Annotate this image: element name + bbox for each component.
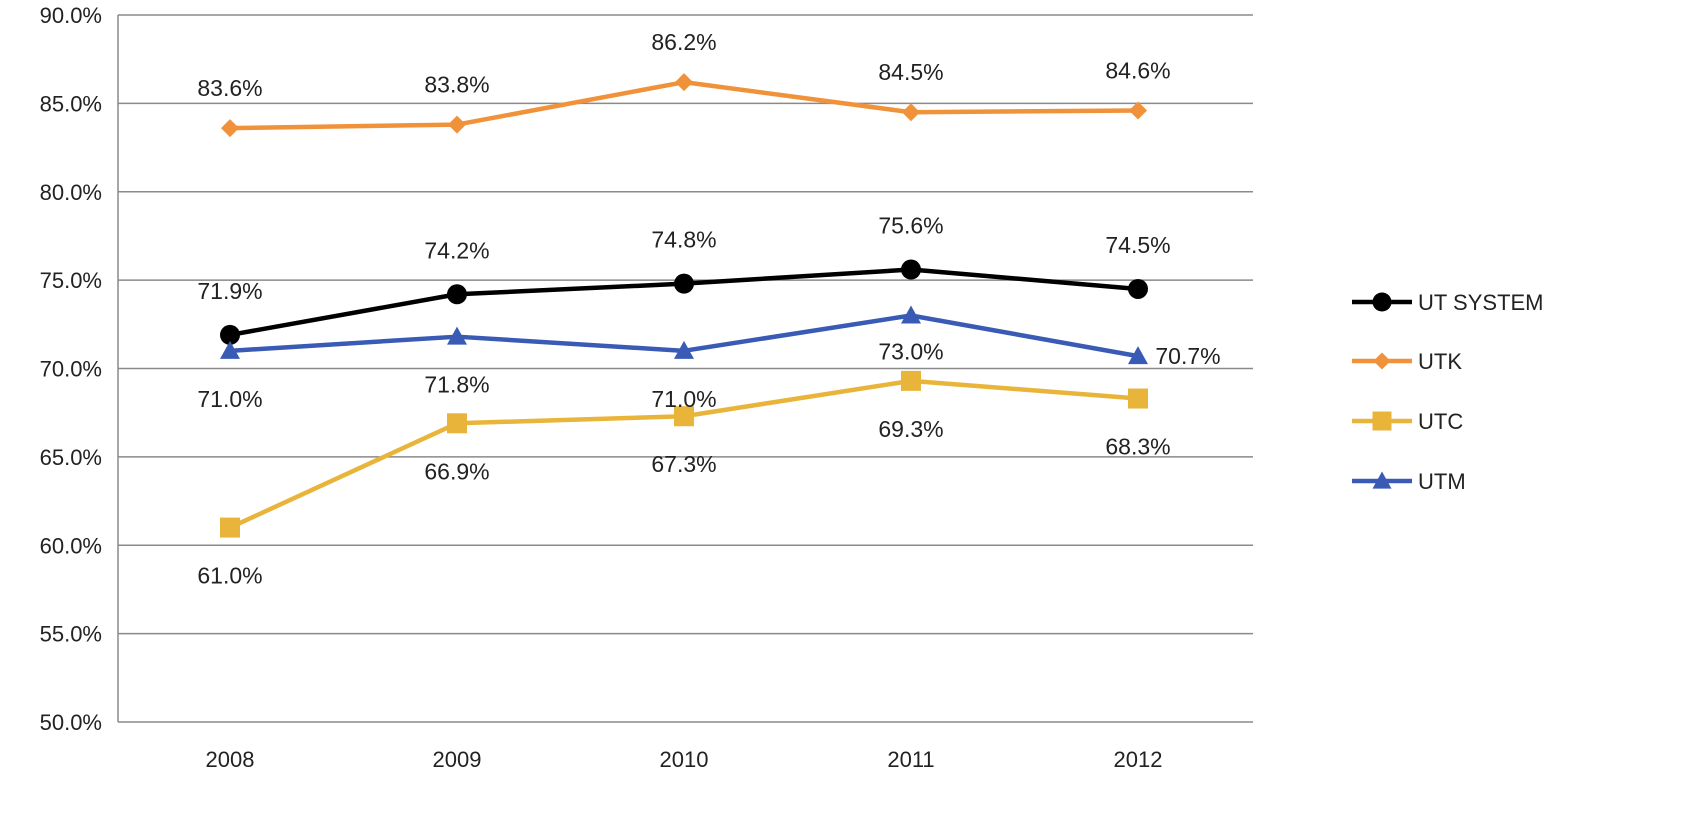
data-point-utm bbox=[447, 326, 467, 345]
data-point-utm bbox=[674, 340, 694, 359]
data-label-utc: 68.3% bbox=[1105, 434, 1170, 460]
data-point-utm bbox=[901, 305, 921, 324]
y-tick-label: 85.0% bbox=[40, 91, 102, 116]
data-point-utk bbox=[448, 115, 466, 134]
data-label-utc: 61.0% bbox=[197, 563, 262, 589]
data-labels: 71.9% 74.2% 74.8% 75.6% 74.5% 83.6% 83.8% 86.2%… bbox=[197, 29, 1220, 588]
data-point-utk bbox=[1129, 101, 1147, 120]
legend-label: UT SYSTEM bbox=[1418, 290, 1544, 315]
data-point-ut-system bbox=[1128, 278, 1148, 299]
data-point-utc bbox=[1128, 388, 1148, 409]
legend-marker bbox=[1372, 471, 1392, 489]
data-label-utc: 67.3% bbox=[651, 451, 716, 477]
x-tick-label: 2012 bbox=[1114, 747, 1163, 772]
data-label-ut-system: 75.6% bbox=[878, 213, 943, 239]
y-tick-label: 80.0% bbox=[40, 180, 102, 205]
data-point-ut-system bbox=[901, 259, 921, 280]
legend-item-utm: UTM bbox=[1352, 469, 1466, 494]
data-label-utc: 66.9% bbox=[424, 458, 489, 484]
data-label-utm: 73.0% bbox=[878, 338, 943, 364]
data-point-utc bbox=[220, 517, 240, 538]
axes: 50.0% 55.0% 60.0% 65.0% 70.0% 75.0% 80.0% 85.0%… bbox=[40, 3, 1163, 772]
data-label-ut-system: 74.8% bbox=[651, 227, 716, 253]
y-tick-label: 65.0% bbox=[40, 445, 102, 470]
data-label-utk: 83.6% bbox=[197, 75, 262, 101]
grid-lines bbox=[118, 14, 1253, 723]
legend-label: UTK bbox=[1418, 349, 1462, 374]
y-tick-label: 75.0% bbox=[40, 268, 102, 293]
data-label-utk: 83.8% bbox=[424, 72, 489, 98]
data-label-utk: 84.5% bbox=[878, 59, 943, 85]
data-point-utk bbox=[675, 73, 693, 92]
data-label-ut-system: 71.9% bbox=[197, 278, 262, 304]
data-label-utk: 86.2% bbox=[651, 29, 716, 55]
data-point-ut-system bbox=[447, 284, 467, 305]
legend-item-ut-system: UT SYSTEM bbox=[1352, 290, 1544, 315]
x-tick-label: 2009 bbox=[433, 747, 482, 772]
x-tick-label: 2010 bbox=[660, 747, 709, 772]
data-label-utm: 70.7% bbox=[1155, 343, 1220, 369]
legend-label: UTM bbox=[1418, 469, 1466, 494]
legend: UT SYSTEM UTK UTC UTM bbox=[1352, 290, 1544, 494]
y-tick-label: 90.0% bbox=[40, 3, 102, 28]
data-label-ut-system: 74.5% bbox=[1105, 232, 1170, 258]
series-lines bbox=[220, 73, 1148, 538]
x-tick-label: 2011 bbox=[887, 747, 934, 772]
x-tick-label: 2008 bbox=[206, 747, 255, 772]
y-tick-label: 50.0% bbox=[40, 710, 102, 735]
data-label-ut-system: 74.2% bbox=[424, 237, 489, 263]
legend-item-utk: UTK bbox=[1352, 349, 1462, 374]
data-point-utc bbox=[901, 370, 921, 391]
legend-item-utc: UTC bbox=[1352, 409, 1463, 434]
data-label-utm: 71.0% bbox=[197, 386, 262, 412]
data-label-utm: 71.8% bbox=[424, 372, 489, 398]
data-point-utc bbox=[447, 413, 467, 434]
legend-marker bbox=[1372, 292, 1392, 312]
legend-label: UTC bbox=[1418, 409, 1463, 434]
y-tick-label: 60.0% bbox=[40, 533, 102, 558]
data-point-ut-system bbox=[674, 273, 694, 294]
y-tick-label: 55.0% bbox=[40, 622, 102, 647]
data-point-utc bbox=[674, 406, 694, 427]
data-label-utm: 71.0% bbox=[651, 386, 716, 412]
data-point-utm bbox=[1128, 346, 1148, 365]
legend-marker bbox=[1372, 411, 1392, 431]
data-point-utm bbox=[220, 340, 240, 359]
data-point-ut-system bbox=[220, 324, 240, 345]
data-label-utc: 69.3% bbox=[878, 416, 943, 442]
data-point-utk bbox=[221, 119, 239, 138]
y-tick-label: 70.0% bbox=[40, 357, 102, 382]
data-point-utk bbox=[902, 103, 920, 122]
data-label-utk: 84.6% bbox=[1105, 57, 1170, 83]
legend-marker bbox=[1373, 352, 1391, 370]
